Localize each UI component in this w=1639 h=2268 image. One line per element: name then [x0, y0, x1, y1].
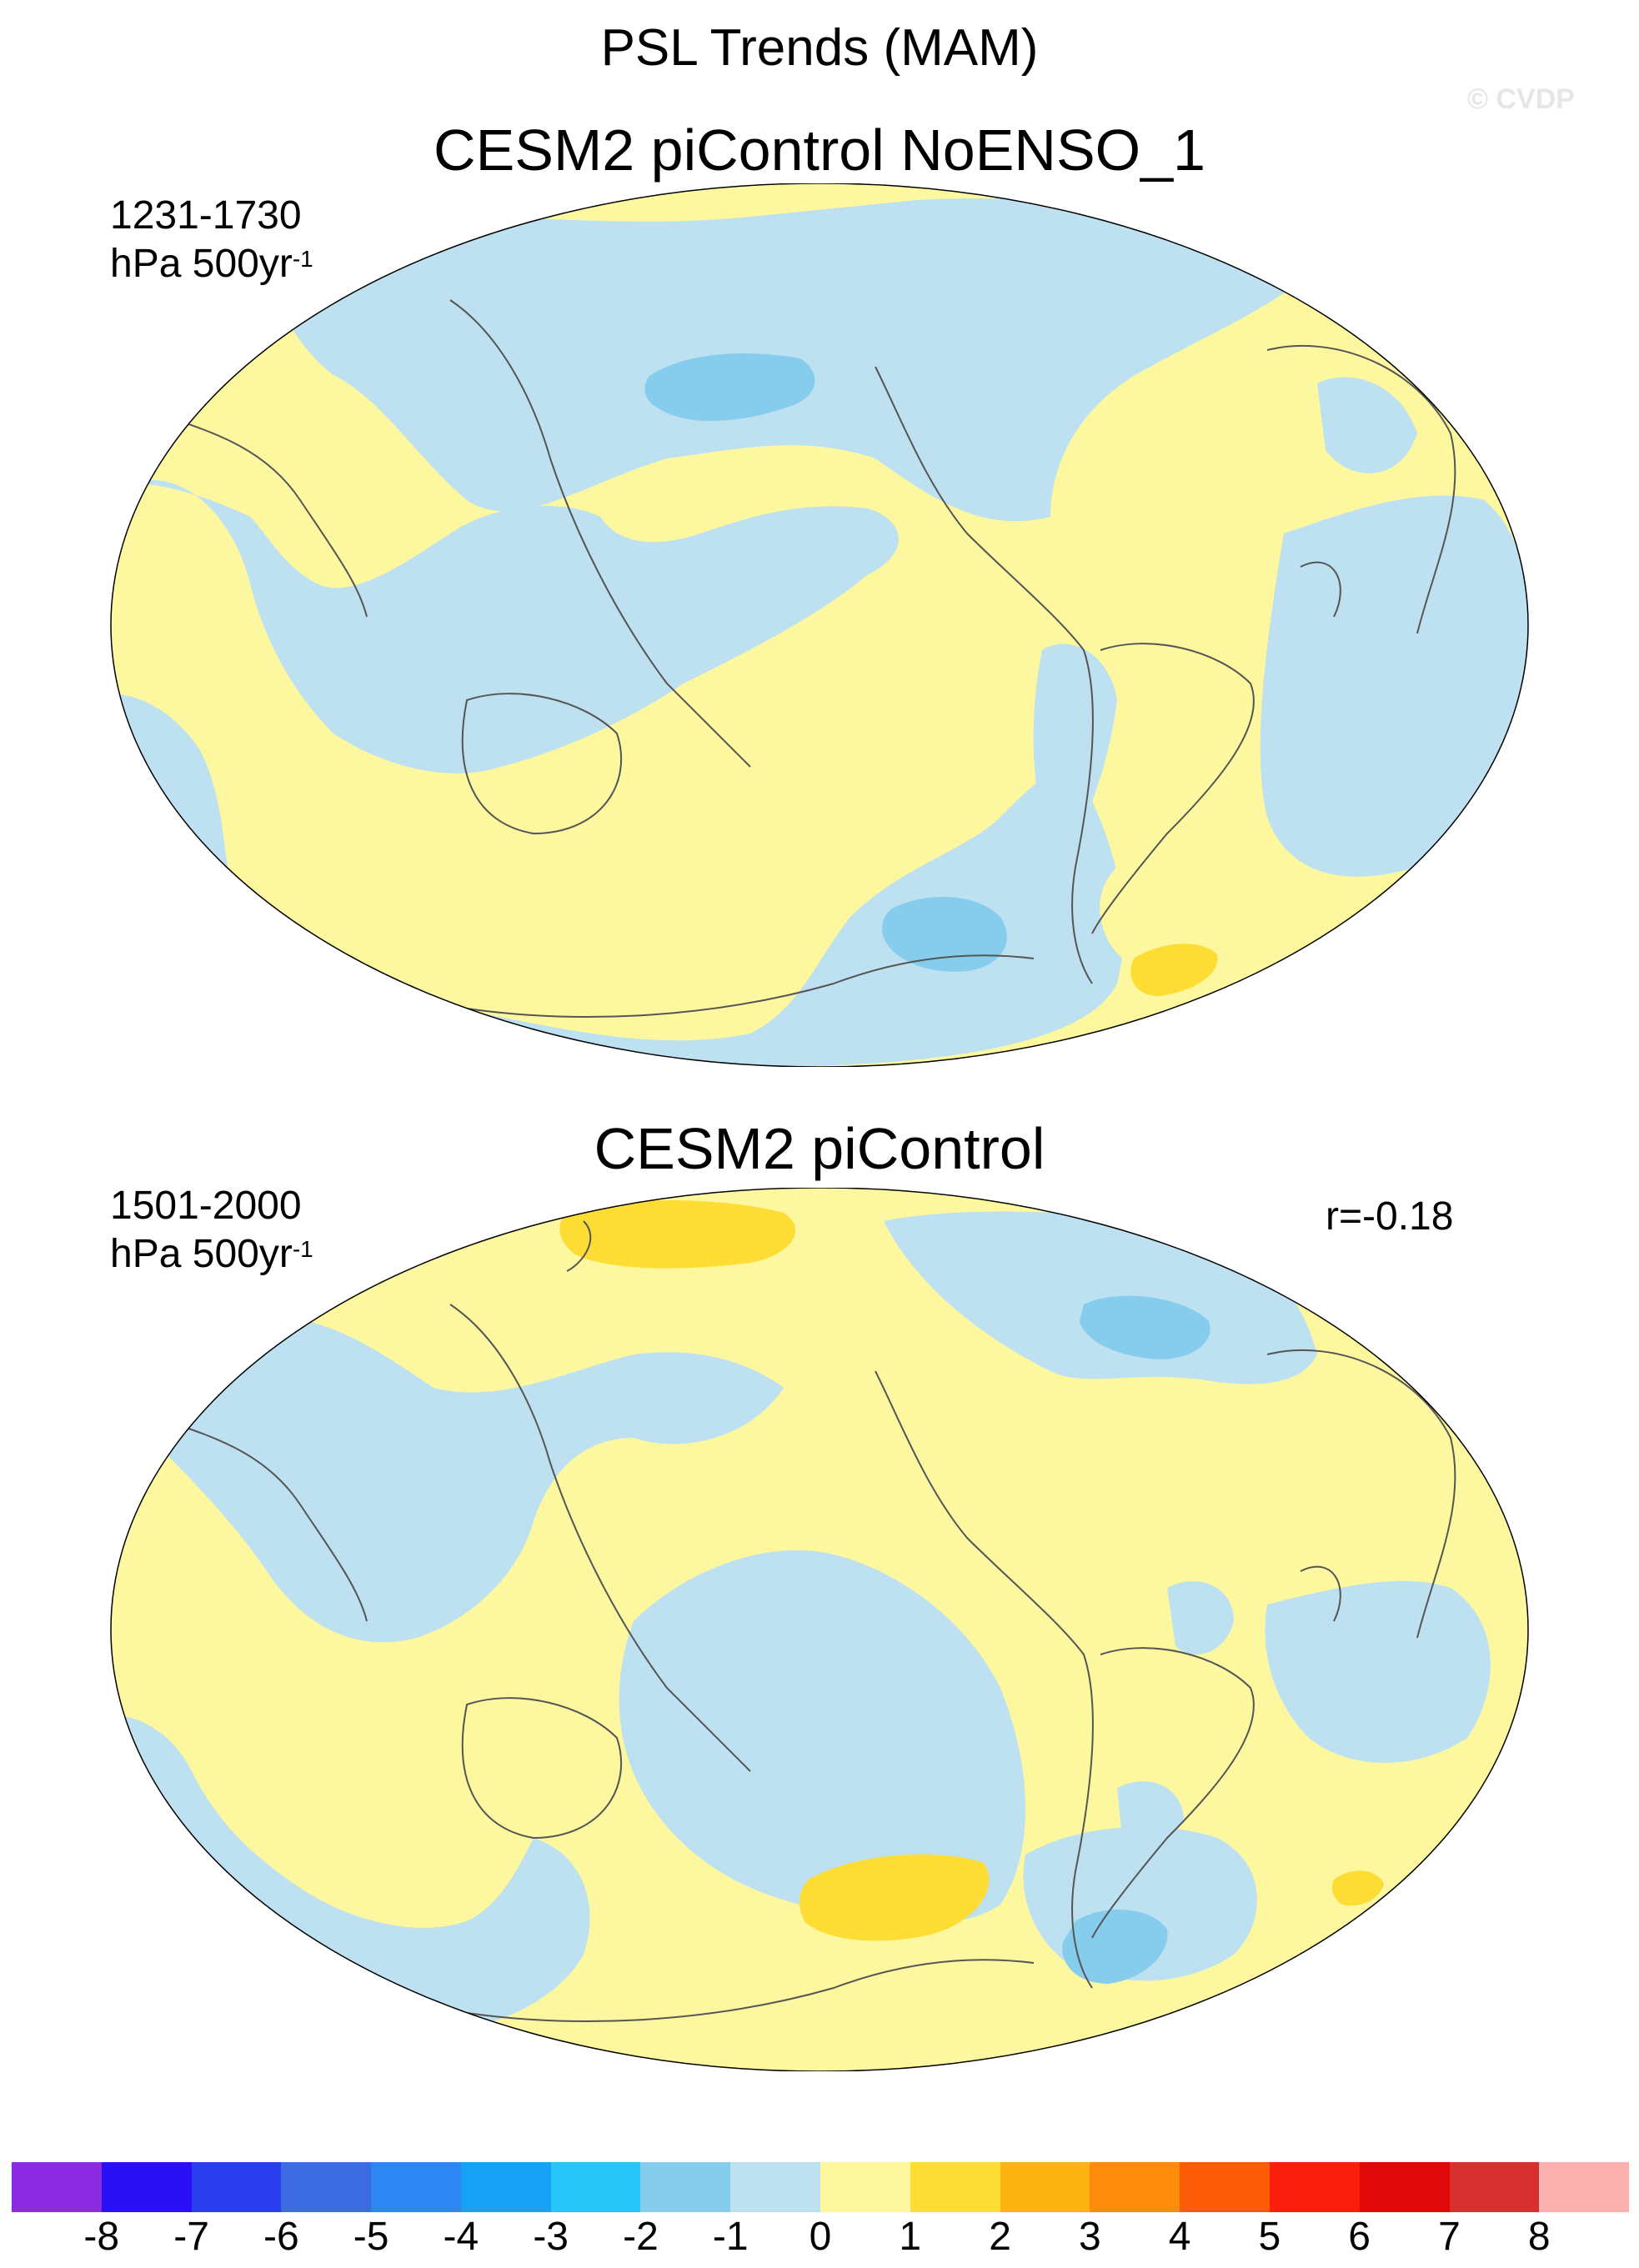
panel-1-units-base: hPa 500yr — [110, 242, 293, 286]
colorbar-tick-label: -3 — [533, 2215, 569, 2259]
colorbar-segment — [640, 2162, 731, 2212]
colorbar-tick-label: -5 — [353, 2215, 389, 2259]
panel-1-title: CESM2 piControl NoENSO_1 — [434, 118, 1205, 183]
panel-1-map — [110, 183, 1529, 1067]
colorbar-segment — [1090, 2162, 1180, 2212]
colorbar-segment — [1539, 2162, 1630, 2212]
colorbar-tick-label: -6 — [263, 2215, 299, 2259]
watermark: © CVDP — [1467, 83, 1575, 115]
panel-2-period: 1501-2000 — [110, 1184, 302, 1228]
panel-2-units: hPa 500yr-1 — [110, 1230, 313, 1279]
colorbar-tick-label: -2 — [623, 2215, 659, 2259]
panel-2-strong-positive-regions — [559, 1200, 1384, 1941]
colorbar-tick-label: 7 — [1438, 2215, 1461, 2259]
colorbar-segment — [460, 2162, 551, 2212]
colorbar-tick-label: -1 — [712, 2215, 749, 2259]
colorbar — [12, 2162, 1630, 2212]
colorbar-segment — [820, 2162, 910, 2212]
panel-2-coastlines — [166, 1220, 1456, 2022]
colorbar-segment — [1269, 2162, 1360, 2212]
colorbar-segment — [191, 2162, 282, 2212]
figure-title: PSL Trends (MAM) — [600, 19, 1039, 77]
panel-1-strong-positive-regions — [1130, 944, 1218, 996]
colorbar-tick-label: 3 — [1078, 2215, 1101, 2259]
colorbar-tick-label: 8 — [1527, 2215, 1551, 2259]
panel-2-strong-negative-regions — [1062, 1295, 1210, 1984]
colorbar-tick-label: -4 — [443, 2215, 479, 2259]
colorbar-segment — [910, 2162, 1000, 2212]
colorbar-tick-label: 1 — [899, 2215, 922, 2259]
panel-2-title: CESM2 piControl — [594, 1116, 1045, 1181]
panel-2-correlation: r=-0.18 — [1326, 1194, 1454, 1239]
panel-1-units: hPa 500yr-1 — [110, 240, 313, 288]
colorbar-segment — [1449, 2162, 1540, 2212]
colorbar-tick-label: -7 — [173, 2215, 209, 2259]
colorbar-segment — [550, 2162, 641, 2212]
colorbar-segment — [1000, 2162, 1090, 2212]
colorbar-tick-label: -8 — [83, 2215, 120, 2259]
panel-1-units-exponent: -1 — [292, 246, 313, 272]
colorbar-tick-label: 6 — [1348, 2215, 1371, 2259]
colorbar-tick-label: 4 — [1168, 2215, 1191, 2259]
colorbar-segment — [1180, 2162, 1270, 2212]
colorbar-labels: -8 -7 -6 -5 -4 -3 -2 -1 0 1 2 3 4 5 6 7 8 — [0, 2212, 1639, 2268]
colorbar-tick-label: 2 — [989, 2215, 1011, 2259]
colorbar-tick-label: 0 — [809, 2215, 832, 2259]
colorbar-segment — [281, 2162, 372, 2212]
panel-2-units-base: hPa 500yr — [110, 1232, 293, 1276]
panel-1-period: 1231-1730 — [110, 193, 302, 238]
colorbar-segment — [1359, 2162, 1450, 2212]
panel-2-negative-regions — [111, 1211, 1491, 2038]
panel-1-map-border — [110, 183, 1529, 1067]
colorbar-tick-label: 5 — [1258, 2215, 1281, 2259]
colorbar-segment — [730, 2162, 821, 2212]
panel-2-map-border — [110, 1188, 1529, 2071]
colorbar-segment — [371, 2162, 461, 2212]
panel-1-coastlines — [166, 299, 1456, 1018]
panel-2-units-exponent: -1 — [292, 1236, 313, 1262]
colorbar-segment — [12, 2162, 102, 2212]
panel-1-strong-negative-regions — [644, 353, 1007, 972]
panel-2-map — [110, 1188, 1529, 2071]
colorbar-segment — [101, 2162, 192, 2212]
